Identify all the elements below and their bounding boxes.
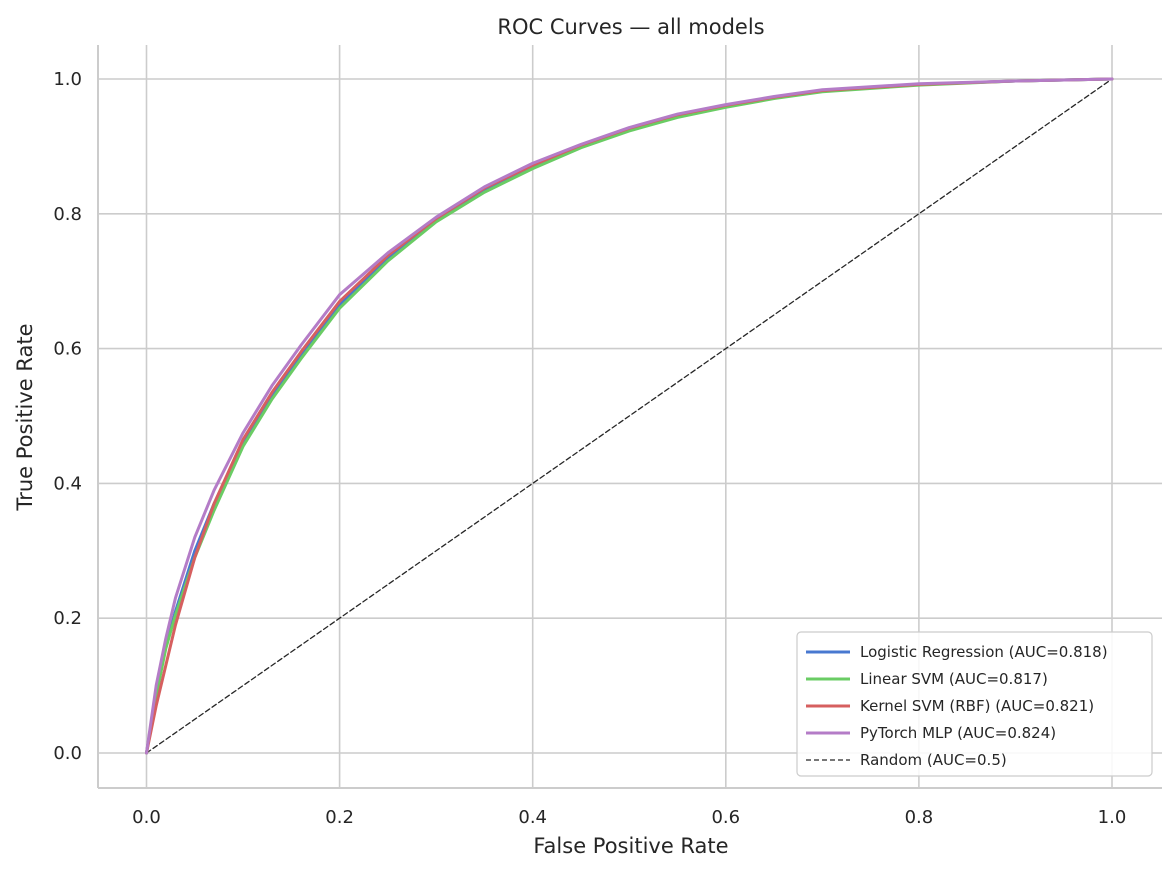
x-tick-label: 0.8	[905, 807, 934, 828]
y-tick-label: 0.6	[53, 339, 82, 360]
axes-spines	[97, 45, 1162, 789]
y-axis-label: True Positive Rate	[13, 323, 37, 511]
x-tick-label: 0.4	[518, 807, 547, 828]
legend-box	[796, 631, 1153, 777]
legend-label-0: Logistic Regression (AUC=0.818)	[860, 643, 1108, 661]
legend: Logistic Regression (AUC=0.818) Linear SV…	[796, 631, 1153, 777]
series-line-4	[145, 78, 1113, 754]
y-tick-label: 0.8	[53, 204, 82, 225]
y-tick-label: 0.2	[53, 608, 82, 629]
chart-title: ROC Curves — all models	[497, 15, 764, 39]
x-tick-label: 0.2	[325, 807, 354, 828]
series-layer	[145, 77, 1114, 755]
y-tick-label: 0.4	[53, 473, 82, 494]
legend-label-4: Random (AUC=0.5)	[860, 751, 1007, 769]
x-tick-labels: 0.0 0.2 0.4 0.6 0.8 1.0	[132, 807, 1126, 828]
x-tick-label: 1.0	[1098, 807, 1127, 828]
y-tick-label: 0.0	[53, 743, 82, 764]
x-tick-label: 0.0	[132, 807, 161, 828]
legend-label-2: Kernel SVM (RBF) (AUC=0.821)	[860, 697, 1094, 715]
x-tick-label: 0.6	[711, 807, 740, 828]
y-tick-labels: 0.0 0.2 0.4 0.6 0.8 1.0	[53, 69, 82, 764]
y-tick-label: 1.0	[53, 69, 82, 90]
legend-label-3: PyTorch MLP (AUC=0.824)	[860, 724, 1056, 742]
series-line-3	[145, 77, 1114, 755]
legend-label-1: Linear SVM (AUC=0.817)	[860, 670, 1048, 688]
x-axis-label: False Positive Rate	[533, 834, 728, 858]
